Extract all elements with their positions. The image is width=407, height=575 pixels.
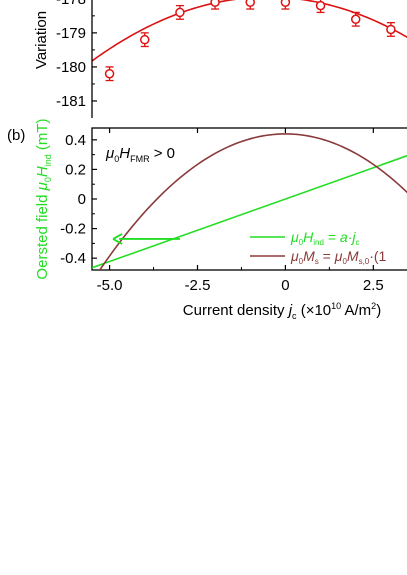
panel-a: Variation -178 -179 -180 -181	[33, 0, 407, 118]
panel-a-y-ticks: -178 -179 -180 -181	[56, 0, 97, 110]
panel-a-data-point	[139, 34, 150, 45]
panel-a-data-point	[386, 24, 396, 35]
panel-b-label: (b)	[7, 127, 25, 144]
panel-a-y-tick-label: -179	[56, 25, 86, 42]
legend-text-green: μ0Hind = a·jc	[290, 229, 360, 247]
panel-a-data-point	[315, 0, 326, 11]
panel-b-y-tick-label: -0.4	[60, 250, 86, 267]
panel-b-y-tick-label: 0.4	[65, 132, 86, 149]
panel-b-y-ticks: 0.4 0.2 0 -0.2 -0.4	[60, 132, 97, 267]
panel-a-data-point	[245, 0, 255, 7]
panel-a-y-tick-label: -178	[56, 0, 86, 8]
panel-b-x-ticks: -5.0 -2.5 0 2.5	[97, 128, 384, 294]
panel-b-x-tick-label: 0	[281, 277, 289, 294]
panel-a-data-point	[175, 7, 185, 18]
legend: μ0Hind = a·jc μ0Ms = μ0Ms,0·(1	[250, 229, 387, 266]
panel-b-annotation: μ0HFMR > 0	[105, 145, 175, 164]
panel-b-xlabel: Current density jc (×1010 A/m2)	[183, 301, 381, 321]
panel-a-fit-curve	[91, 0, 407, 62]
panel-b-plot	[92, 133, 407, 270]
legend-text-brown: μ0Ms = μ0Ms,0·(1	[290, 248, 387, 266]
panel-a-data-point	[280, 0, 291, 7]
panel-a-ylabel: Variation	[33, 11, 50, 69]
panel-a-y-tick-label: -181	[56, 93, 86, 110]
series-line-oersted	[92, 154, 407, 269]
series-curve-magnetization	[98, 133, 407, 270]
panel-b-y-tick-label: 0	[78, 191, 86, 208]
panel-b: (b) 0.4 0.2 0 -0.2 -0.4 -5.0 -2.5 0 2.5 μ0HFMR …	[7, 118, 407, 321]
panel-b-x-tick-label: -5.0	[97, 277, 123, 294]
panel-a-data-point	[350, 14, 361, 24]
panel-a-data-point	[104, 68, 115, 79]
panel-a-data-point	[210, 0, 220, 7]
panel-a-y-tick-label: -180	[56, 59, 86, 76]
panel-b-x-tick-label: -2.5	[185, 277, 211, 294]
arrow-head	[112, 233, 123, 245]
panel-b-x-tick-label: 2.5	[363, 277, 384, 294]
panel-b-ylabel: Oersted field μ0Hind (mT)	[34, 118, 53, 279]
panel-b-frame	[91, 127, 407, 271]
panel-b-y-tick-label: 0.2	[65, 161, 86, 178]
panel-b-series	[92, 133, 407, 270]
panel-a-plot	[91, 0, 407, 82]
panel-b-y-tick-label: -0.2	[60, 221, 86, 238]
